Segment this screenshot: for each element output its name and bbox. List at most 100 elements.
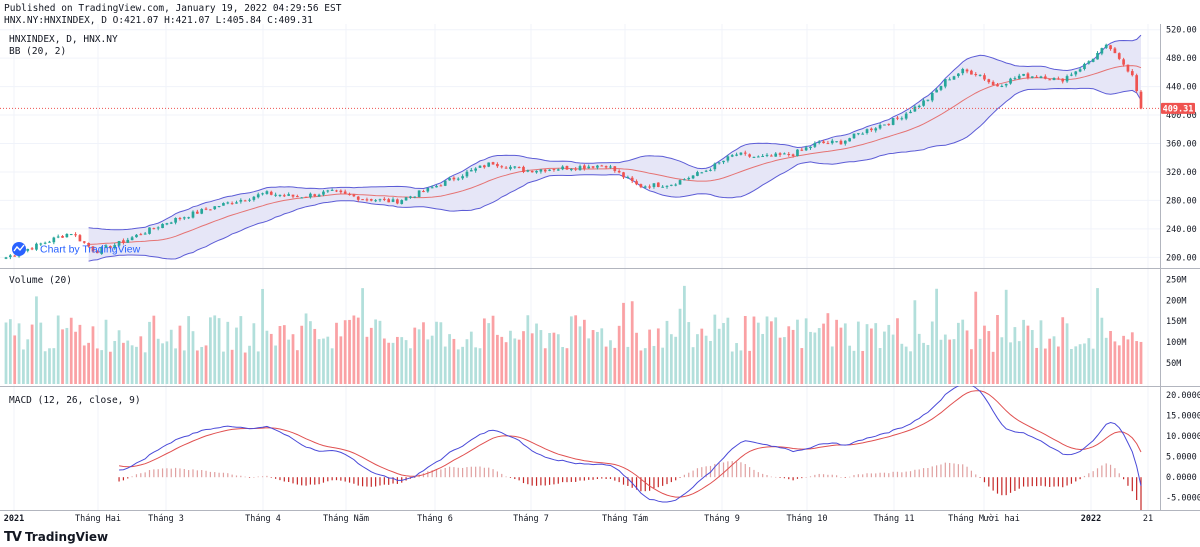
candle-body bbox=[965, 69, 969, 72]
candle-body bbox=[957, 73, 960, 77]
volume-bar bbox=[295, 350, 299, 384]
macd-histogram-bar bbox=[1022, 477, 1025, 487]
candle-body bbox=[543, 169, 547, 172]
volume-bar bbox=[961, 319, 965, 384]
macd-histogram-bar bbox=[144, 472, 146, 478]
time-tick-label: 21 bbox=[1143, 514, 1153, 524]
volume-bar bbox=[609, 340, 612, 384]
candle-body bbox=[1130, 71, 1134, 76]
candle-body bbox=[78, 235, 82, 242]
macd-histogram-bar bbox=[931, 466, 933, 478]
candle-body bbox=[339, 190, 343, 193]
macd-histogram-bar bbox=[188, 470, 190, 478]
macd-histogram-bar bbox=[849, 476, 851, 478]
watermark[interactable]: Chart by TradingView bbox=[12, 242, 141, 256]
price-tick-label: 320.00 bbox=[1166, 168, 1197, 178]
candle-body bbox=[1104, 44, 1108, 48]
candle-body bbox=[770, 155, 773, 157]
volume-bar bbox=[548, 333, 551, 384]
macd-histogram-bar bbox=[170, 468, 172, 478]
volume-bar bbox=[726, 317, 730, 384]
macd-histogram-bar bbox=[383, 477, 385, 485]
volume-bar bbox=[804, 318, 808, 384]
volume-bar bbox=[409, 348, 412, 384]
volume-bar bbox=[1022, 319, 1025, 384]
candle-body bbox=[739, 152, 743, 155]
price-pane[interactable] bbox=[0, 34, 1160, 262]
candle-body bbox=[991, 81, 995, 86]
macd-histogram-bar bbox=[879, 472, 881, 478]
volume-bar bbox=[317, 339, 321, 384]
macd-histogram-bar bbox=[831, 474, 833, 478]
macd-histogram-bar bbox=[335, 477, 338, 481]
volume-bar bbox=[987, 331, 991, 384]
candle-body bbox=[274, 194, 277, 196]
volume-bar bbox=[426, 339, 430, 384]
macd-signal-line bbox=[119, 390, 1142, 498]
volume-bar bbox=[856, 321, 860, 384]
volume-bar bbox=[830, 346, 834, 384]
volume-bar bbox=[1130, 332, 1134, 384]
time-axis[interactable]: 2021 Tháng Hai Tháng 3 Tháng 4 Tháng Năm Thán… bbox=[4, 513, 1153, 524]
candle-body bbox=[1039, 76, 1043, 78]
volume-bar bbox=[56, 315, 60, 384]
volume-bar bbox=[774, 317, 778, 384]
macd-axis[interactable]: 20.0000 15.0000 10.0000 5.0000 0.0000 -5.0000 bbox=[1166, 391, 1200, 504]
volume-axis[interactable]: 250M 200M 150M 100M 50M bbox=[1166, 275, 1186, 369]
candle-body bbox=[156, 227, 160, 229]
volume-bar bbox=[22, 349, 25, 384]
candle-body bbox=[596, 165, 599, 168]
macd-histogram-bar bbox=[231, 474, 233, 478]
candle-body bbox=[330, 189, 334, 191]
time-tick-label: Tháng 3 bbox=[148, 514, 184, 524]
volume-bar bbox=[474, 347, 478, 384]
chart-canvas[interactable]: Chart by TradingView HNXINDEX, D, HNX.NY… bbox=[0, 24, 1200, 529]
candle-body bbox=[561, 166, 564, 170]
candle-body bbox=[839, 140, 843, 145]
candle-body bbox=[1135, 75, 1138, 91]
macd-pane[interactable] bbox=[118, 383, 1142, 512]
macd-histogram-bar bbox=[1053, 477, 1055, 487]
macd-histogram-bar bbox=[909, 471, 912, 478]
bollinger-lower-band bbox=[88, 87, 1142, 262]
macd-histogram-bar bbox=[222, 472, 225, 478]
bb-legend[interactable]: BB (20, 2) bbox=[9, 46, 66, 57]
volume-bar bbox=[813, 332, 817, 384]
macd-histogram-bar bbox=[788, 477, 790, 480]
volume-bar bbox=[913, 300, 917, 384]
volume-bar bbox=[956, 322, 960, 384]
volume-bar bbox=[265, 330, 269, 384]
volume-bar bbox=[896, 318, 899, 384]
candle-body bbox=[343, 191, 347, 194]
macd-histogram-bar bbox=[992, 477, 994, 491]
volume-bar bbox=[556, 334, 560, 384]
candle-body bbox=[1030, 76, 1034, 78]
macd-histogram-bar bbox=[161, 468, 164, 478]
candle-body bbox=[909, 111, 912, 114]
volume-bar bbox=[274, 345, 277, 384]
candle-body bbox=[356, 196, 360, 200]
candle-body bbox=[861, 133, 865, 135]
candle-body bbox=[1122, 59, 1125, 65]
volume-bar bbox=[552, 332, 556, 384]
macd-histogram-bar bbox=[318, 477, 320, 485]
footer-brand[interactable]: TV TradingView bbox=[4, 529, 108, 545]
candle-body bbox=[387, 199, 391, 203]
volume-bar bbox=[687, 322, 691, 384]
macd-histogram-bar bbox=[174, 467, 177, 478]
volume-tick-label: 200M bbox=[1166, 296, 1186, 306]
candle-body bbox=[309, 193, 312, 198]
candle-body bbox=[983, 75, 986, 80]
price-tick-label: 280.00 bbox=[1166, 196, 1197, 206]
macd-histogram-bar bbox=[514, 477, 516, 480]
price-axis[interactable]: 520.00 480.00 440.00 400.00 360.00 320.00 280.… bbox=[1166, 26, 1197, 264]
macd-legend[interactable]: MACD (12, 26, close, 9) bbox=[9, 395, 141, 406]
candle-body bbox=[943, 79, 947, 87]
macd-histogram-bar bbox=[857, 474, 859, 478]
volume-bar bbox=[891, 334, 895, 384]
volume-bar bbox=[226, 321, 230, 384]
macd-histogram-bar bbox=[805, 476, 807, 478]
volume-legend[interactable]: Volume (20) bbox=[9, 275, 72, 286]
candle-body bbox=[48, 241, 51, 243]
candle-body bbox=[604, 166, 608, 168]
